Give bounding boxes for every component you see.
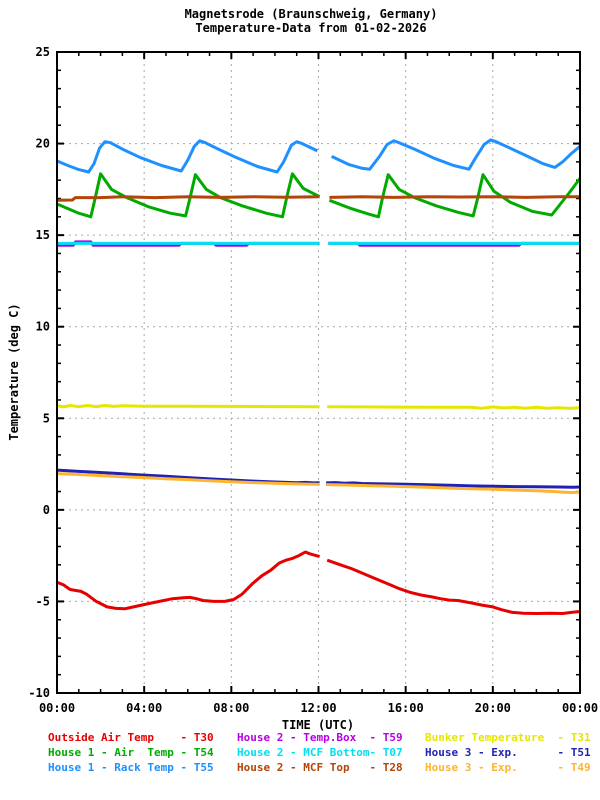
series-T30: [326, 558, 581, 615]
series-T49: [56, 472, 320, 486]
series-T31: [327, 405, 581, 410]
series-T28: [329, 195, 580, 199]
x-tick-label: 00:00: [39, 701, 75, 715]
legend-house3-exp-t49: House 3 - Exp. - T49: [425, 761, 591, 774]
y-tick-label: 5: [43, 411, 50, 425]
y-tick-label: 0: [43, 503, 50, 517]
y-tick-label: 10: [36, 320, 50, 334]
legend-house2-mcf-bottom-t07: House 2 - MCF Bottom- T07: [237, 746, 403, 759]
legend-house2-mcf-top-t28: House 2 - MCF Top - T28: [237, 761, 403, 774]
x-tick-label: 20:00: [475, 701, 511, 715]
y-tick-label: -5: [36, 594, 50, 608]
series-T55: [330, 138, 581, 171]
series-T54: [328, 173, 582, 219]
x-tick-label: 16:00: [388, 701, 424, 715]
series-T30: [56, 550, 321, 611]
x-axis-title: TIME (UTC): [281, 718, 355, 732]
plot-frame: [56, 51, 581, 694]
chart-subtitle: Temperature-Data from 01-02-2026: [195, 21, 427, 35]
y-tick-label: 20: [36, 137, 50, 151]
legend-house1-rack-temp-t55: House 1 - Rack Temp - T55: [48, 761, 214, 774]
series-T51: [326, 481, 581, 489]
y-tick-label: -10: [28, 686, 50, 700]
chart-title: Magnetsrode (Braunschweig, Germany): [184, 7, 438, 21]
y-tick-label: 15: [36, 228, 50, 242]
series-T49: [326, 483, 581, 494]
y-tick-label: 25: [36, 45, 50, 59]
legend-bunker-temperature-t31: Bunker Temperature - T31: [425, 731, 591, 744]
x-tick-label: 04:00: [126, 701, 162, 715]
x-tick-label: 00:00: [562, 701, 598, 715]
legend-outside-air-temp-t30: Outside Air Temp - T30: [48, 731, 214, 744]
x-tick-label: 08:00: [213, 701, 249, 715]
legend-house1-air-temp-t54: House 1 - Air Temp - T54: [48, 746, 214, 759]
series-T28: [56, 195, 320, 202]
series-T55: [56, 139, 319, 174]
legend-house2-tempbox-t59: House 2 - Temp.Box - T59: [237, 731, 403, 744]
x-tick-label: 12:00: [300, 701, 336, 715]
series-T31: [56, 404, 320, 409]
series-T54: [56, 172, 321, 219]
legend-house3-exp-t51: House 3 - Exp. - T51: [425, 746, 591, 759]
